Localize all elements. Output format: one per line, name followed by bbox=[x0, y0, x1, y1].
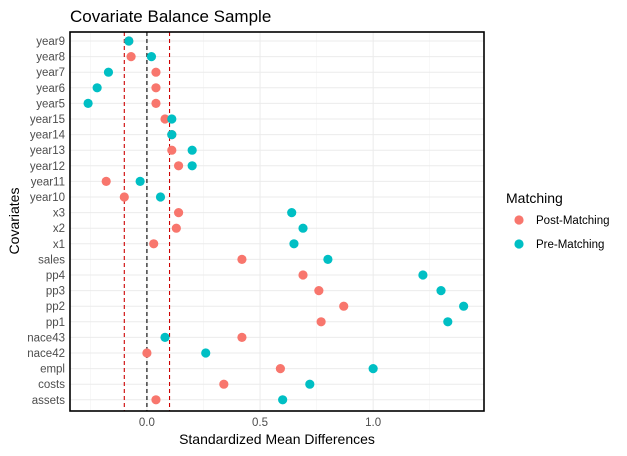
point-post-matching-year6 bbox=[151, 83, 161, 93]
point-pre-matching-assets bbox=[278, 395, 288, 405]
y-tick-label: sales bbox=[38, 254, 65, 266]
y-axis-title: Covariates bbox=[6, 188, 22, 255]
y-tick-label: pp1 bbox=[46, 317, 65, 329]
y-tick-label: year7 bbox=[36, 67, 65, 79]
point-pre-matching-year12 bbox=[187, 161, 197, 171]
y-tick-label: year12 bbox=[30, 161, 65, 173]
y-tick-label: x3 bbox=[53, 208, 65, 220]
point-pre-matching-sales bbox=[323, 254, 333, 264]
point-post-matching-nace42 bbox=[142, 348, 152, 358]
point-pre-matching-nace42 bbox=[201, 348, 211, 358]
point-post-matching-year13 bbox=[167, 145, 177, 155]
point-post-matching-year7 bbox=[151, 67, 161, 77]
point-post-matching-year11 bbox=[101, 176, 111, 186]
y-tick-label: year13 bbox=[30, 145, 65, 157]
point-pre-matching-pp1 bbox=[443, 317, 453, 327]
legend-key-post-matching bbox=[514, 215, 524, 225]
y-tick-label: year6 bbox=[36, 83, 65, 95]
legend: Matching Post-Matching Pre-Matching bbox=[506, 190, 610, 251]
y-tick-label: year10 bbox=[30, 192, 65, 204]
y-tick-label: year5 bbox=[36, 98, 65, 110]
x-tick-label: 0.0 bbox=[139, 417, 155, 429]
y-tick-label: year9 bbox=[36, 36, 65, 48]
point-pre-matching-costs bbox=[305, 379, 315, 389]
point-post-matching-pp1 bbox=[316, 317, 326, 327]
point-post-matching-sales bbox=[237, 254, 247, 264]
point-pre-matching-pp4 bbox=[418, 270, 428, 280]
point-post-matching-pp4 bbox=[298, 270, 308, 280]
point-post-matching-year12 bbox=[173, 161, 184, 171]
chart-title: Covariate Balance Sample bbox=[70, 7, 271, 26]
y-tick-labels: year9 year8 year7 year6 year5 year15 year14 yea… bbox=[27, 36, 65, 407]
point-pre-matching-year13 bbox=[187, 145, 197, 155]
point-pre-matching-x2 bbox=[298, 223, 308, 233]
y-tick-label: pp2 bbox=[46, 301, 65, 313]
y-tick-label: year14 bbox=[30, 130, 66, 142]
legend-label-pre-matching: Pre-Matching bbox=[536, 239, 604, 251]
point-post-matching-pp2 bbox=[339, 301, 349, 311]
y-tick-label: assets bbox=[32, 395, 65, 407]
point-post-matching-year15 bbox=[160, 114, 170, 124]
point-post-matching-empl bbox=[275, 364, 285, 374]
point-pre-matching-pp3 bbox=[436, 286, 446, 296]
point-pre-matching-year8 bbox=[146, 52, 157, 62]
point-post-matching-year10 bbox=[119, 192, 129, 202]
x-axis-title: Standardized Mean Differences bbox=[179, 431, 375, 447]
point-post-matching-pp3 bbox=[314, 286, 324, 296]
reference-lines bbox=[123, 32, 171, 411]
point-pre-matching-year15 bbox=[167, 114, 177, 124]
point-pre-matching-year10 bbox=[155, 192, 166, 202]
point-pre-matching-x3 bbox=[287, 208, 297, 218]
point-pre-matching-year11 bbox=[135, 176, 145, 186]
y-tick-label: x2 bbox=[53, 223, 65, 235]
y-tick-label: year8 bbox=[36, 52, 65, 64]
y-tick-label: costs bbox=[38, 379, 65, 391]
point-pre-matching-x1 bbox=[289, 239, 299, 249]
point-pre-matching-pp2 bbox=[459, 301, 469, 311]
y-tick-label: empl bbox=[40, 364, 65, 376]
x-tick-labels: 0.0 0.5 1.0 bbox=[139, 417, 381, 429]
point-pre-matching-nace43 bbox=[160, 332, 170, 342]
point-post-matching-year8 bbox=[126, 52, 136, 62]
legend-title: Matching bbox=[506, 190, 563, 206]
plot-panel-border bbox=[69, 31, 485, 412]
point-pre-matching-empl bbox=[368, 364, 378, 374]
data-points bbox=[83, 36, 469, 405]
point-pre-matching-year14 bbox=[167, 130, 177, 140]
legend-key-pre-matching bbox=[514, 239, 524, 249]
point-post-matching-x1 bbox=[149, 239, 159, 249]
y-tick-label: year15 bbox=[30, 114, 65, 126]
y-tick-label: nace42 bbox=[27, 348, 65, 360]
point-pre-matching-year5 bbox=[83, 98, 93, 108]
point-post-matching-x2 bbox=[171, 223, 181, 233]
point-pre-matching-year9 bbox=[124, 36, 134, 46]
y-tick-label: pp3 bbox=[46, 286, 65, 298]
y-tick-label: pp4 bbox=[46, 270, 66, 282]
grid-lines bbox=[70, 32, 484, 411]
point-post-matching-nace43 bbox=[237, 332, 247, 342]
point-post-matching-assets bbox=[151, 395, 161, 405]
y-tick-label: year11 bbox=[31, 176, 65, 188]
point-post-matching-year5 bbox=[151, 98, 161, 108]
point-pre-matching-year7 bbox=[103, 67, 114, 77]
y-tick-label: x1 bbox=[53, 239, 65, 251]
legend-label-post-matching: Post-Matching bbox=[536, 215, 610, 227]
point-pre-matching-year6 bbox=[92, 83, 102, 93]
y-tick-label: nace43 bbox=[27, 332, 65, 344]
x-tick-label: 0.5 bbox=[252, 417, 268, 429]
point-post-matching-x3 bbox=[173, 208, 184, 218]
x-tick-label: 1.0 bbox=[365, 417, 381, 429]
point-post-matching-costs bbox=[219, 379, 229, 389]
